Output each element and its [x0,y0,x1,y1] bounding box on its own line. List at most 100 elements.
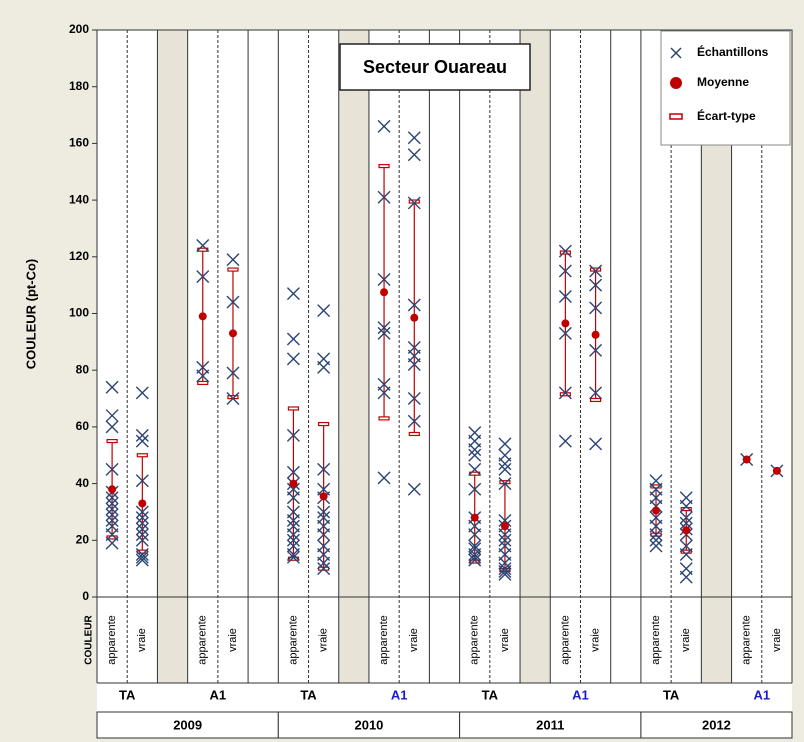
year-label: 2011 [536,717,564,732]
sample-marker [407,358,421,372]
sample-marker [196,270,210,284]
year-label: 2009 [173,717,202,732]
column-label: apparente [559,615,571,665]
error-bar-cap [287,406,300,411]
sample-marker [105,508,119,522]
sample-marker [468,547,482,561]
column-label: vraie [227,628,239,652]
sample-marker [105,491,119,505]
error-bar-cap [680,507,692,512]
sample-marker [317,528,331,542]
column-label: vraie [499,628,511,652]
sample-marker [317,462,331,476]
column-label: apparente [741,615,753,665]
sample-marker [196,369,210,383]
sample-marker [286,491,300,505]
error-bar-cap [378,163,390,169]
legend-label: Échantillons [697,44,769,59]
legend-icon-mean [670,77,682,89]
sample-marker [407,298,421,312]
sample-marker [286,528,300,542]
sample-marker [679,516,693,530]
y-tick-label: 0 [82,589,89,603]
column-label: vraie [771,628,783,652]
sample-marker [679,499,693,513]
title-box [339,43,531,91]
sample-marker [286,547,300,561]
sample-marker [407,482,421,496]
sample-marker [317,556,331,570]
column-label: apparente [378,615,390,665]
sample-marker [498,564,512,578]
separator-band [338,30,369,683]
sample-marker [377,386,391,400]
sample-marker [468,553,482,567]
column-label: vraie [589,628,601,652]
y-tick-label: 140 [69,192,89,206]
sample-marker [498,462,512,476]
column-label: apparente [106,615,118,665]
mean-marker [682,526,691,535]
sample-marker [468,443,482,457]
column-label: apparente [197,615,209,665]
sample-marker [377,119,391,133]
sample-marker [286,465,300,479]
mean-marker [108,485,117,494]
column-label: vraie [136,628,148,652]
mean-marker [591,330,600,339]
sample-marker [286,287,300,301]
row-label: COULEUR [84,615,95,665]
sample-marker [135,533,149,547]
sample-marker [105,502,119,516]
sample-marker [679,570,693,584]
sample-marker [498,477,512,491]
sample-marker [649,499,663,513]
sample-marker [558,264,572,278]
y-tick-label: 180 [69,79,89,93]
mean-marker [380,288,389,297]
sample-marker [135,550,149,564]
year-cell [459,711,642,739]
year-label: 2010 [354,717,383,732]
sample-marker [377,190,391,204]
mean-marker [500,522,509,531]
subgroup-label: TA [482,687,499,702]
subgroup-label: A1 [391,687,408,702]
sample-marker [679,511,693,525]
sample-marker [468,482,482,496]
sample-marker [679,547,693,561]
sample-marker [226,392,240,406]
mean-marker [138,499,147,508]
sample-marker [135,434,149,448]
sample-marker [286,513,300,527]
sample-marker [105,409,119,423]
sample-marker [317,360,331,374]
error-bar-cap [589,397,602,403]
sample-marker [589,264,603,278]
sample-marker [377,326,391,340]
sample-marker [377,471,391,485]
legend-icon-samples [670,47,682,59]
sample-marker [558,386,572,400]
year-cell [640,711,793,739]
legend-box [660,30,791,146]
year-cell [277,711,461,739]
sample-marker [407,196,421,210]
y-axis-title: COULEUR (pt-Co) [23,259,38,369]
error-bar-cap [106,438,118,444]
sample-marker [286,428,300,442]
sample-marker [135,516,149,530]
error-bar-cap [136,453,148,458]
mean-marker [772,466,781,475]
sample-marker [135,505,149,519]
sample-marker [317,304,331,318]
sample-marker [558,244,572,258]
sample-marker [589,301,603,315]
sample-marker [468,448,482,462]
sample-marker [498,513,512,527]
sample-marker [105,462,119,476]
sample-marker [135,547,149,561]
y-tick-label: 60 [76,419,90,433]
y-tick-label: 200 [69,22,89,36]
